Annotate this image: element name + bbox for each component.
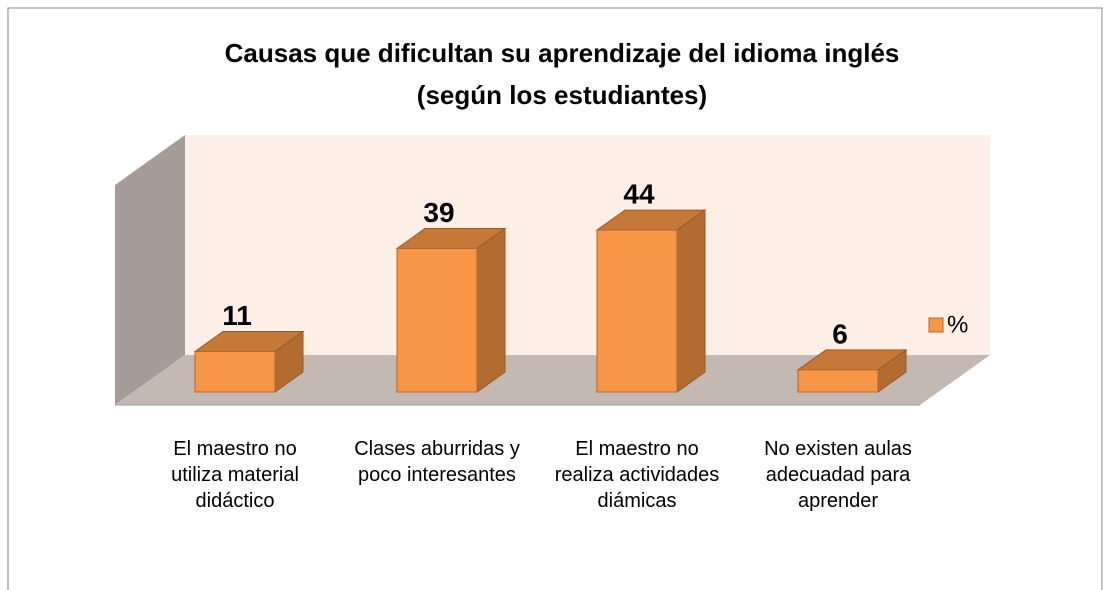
chart-subtitle: (según los estudiantes) (417, 80, 707, 110)
side-wall (115, 135, 185, 405)
bar (396, 247, 478, 393)
back-wall (185, 135, 990, 355)
data-label: 11 (222, 300, 252, 331)
legend-swatch (928, 317, 944, 333)
x-tick-label: El maestro no realiza actividades diámic… (554, 438, 720, 512)
x-tick-label: No existen aulas adecuadad para aprender (764, 438, 912, 512)
bar-side (676, 209, 706, 393)
data-label: 44 (623, 178, 655, 209)
legend-label: % (947, 311, 968, 338)
data-label: 6 (832, 318, 848, 349)
bar (797, 369, 879, 393)
bar-side (476, 227, 506, 393)
chart-title: Causas que dificultan su aprendizaje del… (225, 38, 900, 68)
bar (596, 229, 678, 393)
x-tick-label: Clases aburridas y poco interesantes (354, 438, 520, 486)
floor (115, 355, 990, 405)
bar (194, 351, 276, 393)
x-tick-label: El maestro no utiliza material didáctico (171, 438, 299, 512)
data-label: 39 (423, 197, 454, 228)
